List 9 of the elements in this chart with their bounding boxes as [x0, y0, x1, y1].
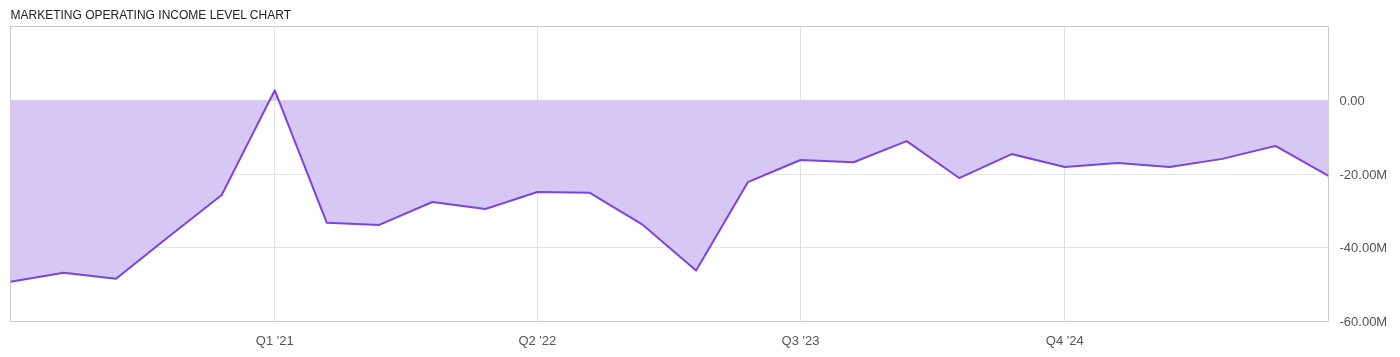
y-tick-label: -40.00M — [1339, 240, 1388, 256]
x-tick-label: Q3 '23 — [781, 332, 820, 348]
y-tick-label: -60.00M — [1339, 314, 1388, 329]
y-tick-label: 0.00 — [1339, 92, 1365, 108]
x-tick-label: Q4 '24 — [1045, 332, 1084, 348]
y-tick-label: -20.00M — [1339, 166, 1388, 182]
chart-title: MARKETING OPERATING INCOME LEVEL CHART — [10, 7, 292, 22]
x-tick-label: Q1 '21 — [255, 332, 294, 348]
x-tick-label: Q2 '22 — [518, 332, 557, 348]
